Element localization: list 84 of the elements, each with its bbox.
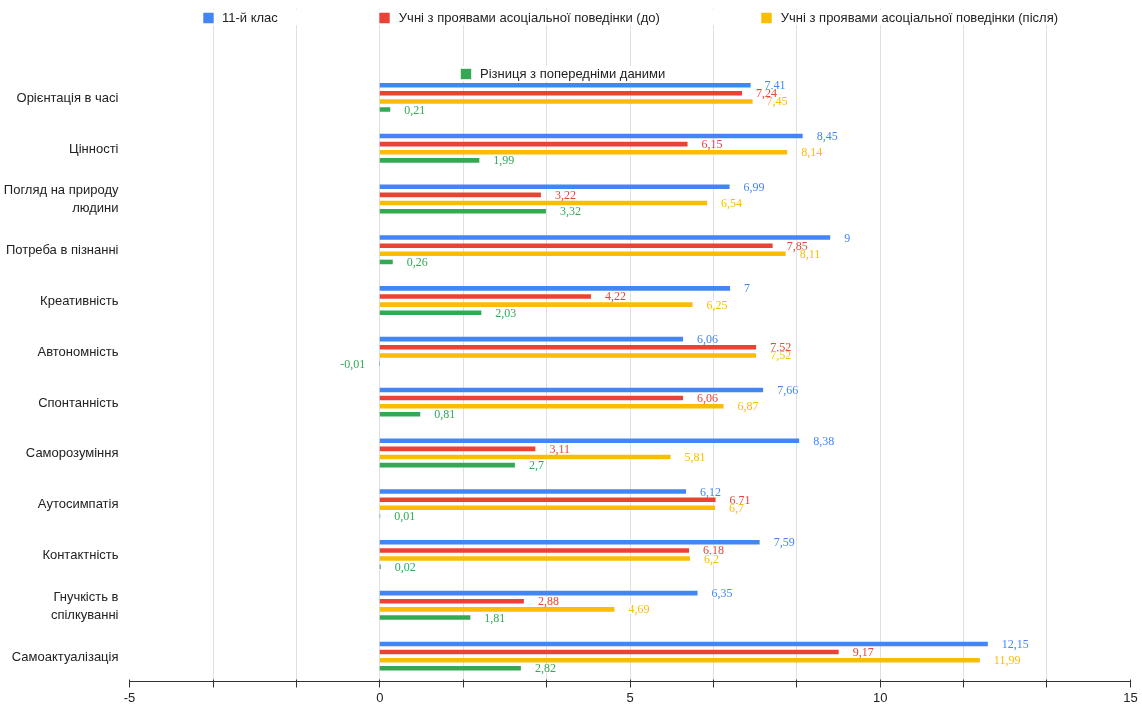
x-tick-label: 15 xyxy=(1123,689,1138,704)
data-label: 6,15 xyxy=(701,137,723,152)
data-label: 8,38 xyxy=(813,433,835,448)
data-label: 8,45 xyxy=(816,128,838,143)
data-label: 2,88 xyxy=(537,594,559,609)
y-tick-label: Самоактуалізація xyxy=(11,648,119,664)
data-label: 0,21 xyxy=(404,102,426,117)
bar xyxy=(379,294,591,299)
bar xyxy=(379,149,788,155)
data-label: 6,87 xyxy=(737,399,759,414)
legend-label: Різниця з попередніми даними xyxy=(480,66,666,81)
y-tick-label: Аутосимпатія xyxy=(37,496,119,512)
bar xyxy=(379,548,690,553)
bar xyxy=(379,497,716,502)
bar xyxy=(379,607,615,612)
data-label: 3,32 xyxy=(559,204,581,219)
data-label: 9,17 xyxy=(852,645,874,660)
bar xyxy=(379,107,391,112)
bar xyxy=(379,310,482,316)
data-label: 2,82 xyxy=(534,661,556,676)
data-label: 2,7 xyxy=(528,458,544,473)
y-tick-label: Спонтанність xyxy=(38,394,119,410)
data-label: 6,99 xyxy=(743,179,765,194)
x-tick-label: -5 xyxy=(123,689,136,704)
data-label: 6,35 xyxy=(711,586,733,601)
data-label: 7,59 xyxy=(773,535,795,550)
y-tick-label: Орієнтація в часі xyxy=(16,89,119,105)
bar xyxy=(379,235,831,240)
bar xyxy=(379,286,731,291)
y-tick-label: Саморозуміння xyxy=(25,445,119,461)
y-tick-label: Гнучкість в спілкуванні xyxy=(50,588,119,622)
data-label: 1,81 xyxy=(484,610,506,625)
data-label: 4,22 xyxy=(604,289,626,304)
bar xyxy=(379,412,421,417)
data-label: 9 xyxy=(844,230,851,245)
data-label: 6,25 xyxy=(706,297,728,312)
bar xyxy=(379,489,687,494)
data-label: 0,81 xyxy=(434,407,456,422)
data-label: 6,12 xyxy=(700,484,722,499)
data-label: 11,99 xyxy=(993,653,1021,668)
bar xyxy=(379,302,693,307)
data-label: 7,85 xyxy=(786,238,808,253)
data-label: 4,69 xyxy=(628,602,650,617)
data-label: 5,81 xyxy=(684,450,706,464)
bar xyxy=(379,345,757,350)
bar xyxy=(379,158,480,163)
bar xyxy=(379,615,471,620)
x-tick-label: 0 xyxy=(376,689,384,704)
data-label: 6,54 xyxy=(721,196,743,211)
data-label: 12,15 xyxy=(1001,636,1029,651)
data-label: -0,01 xyxy=(340,356,366,371)
bar xyxy=(379,99,753,104)
bar xyxy=(379,353,757,358)
data-label: 1,99 xyxy=(493,153,515,168)
y-tick-label: Цінності xyxy=(69,140,119,156)
bar xyxy=(379,243,773,248)
y-tick-label: Погляд на природу людини xyxy=(3,182,119,216)
y-tick-label: Потреба в пізнанні xyxy=(5,242,119,258)
data-label: 7 xyxy=(744,281,751,296)
bar xyxy=(379,556,691,561)
bar xyxy=(379,91,743,96)
data-label: 0,02 xyxy=(394,559,416,574)
y-tick-label: Автономність xyxy=(37,343,119,359)
bar xyxy=(379,184,730,190)
bar xyxy=(379,438,800,444)
bar xyxy=(379,598,524,604)
data-label: 0,26 xyxy=(406,254,428,269)
data-label: 7,66 xyxy=(777,382,799,397)
legend-label: Учні з проявами асоціальної поведінки (після) xyxy=(780,10,1058,25)
data-label: 6,06 xyxy=(697,391,719,406)
data-label: 8,14 xyxy=(801,145,823,160)
data-label: 2,03 xyxy=(495,305,517,320)
data-label: 3,11 xyxy=(549,441,570,456)
legend-label: Учні з проявами асоціальної поведінки (до) xyxy=(398,10,660,25)
data-label: 0,01 xyxy=(394,508,416,523)
data-label: 6,06 xyxy=(697,332,719,347)
legend-label: 11-й клас xyxy=(222,10,278,25)
bar xyxy=(379,540,760,545)
x-tick-label: 5 xyxy=(626,689,634,704)
y-tick-label: Креативність xyxy=(40,293,119,309)
x-tick-label: 10 xyxy=(873,689,888,704)
data-label: 3,22 xyxy=(554,187,576,202)
bar xyxy=(379,666,521,671)
y-tick-label: Контактність xyxy=(42,547,119,563)
